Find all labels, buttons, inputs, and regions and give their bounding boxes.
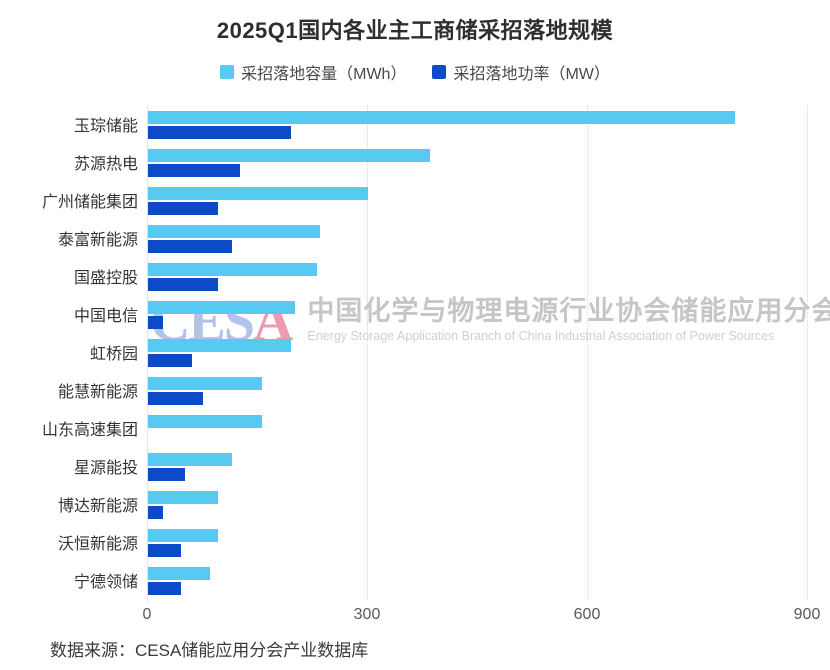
x-tick-label-900: 900 [793,606,821,623]
power-swatch-icon [432,65,447,79]
capacity-swatch-icon [220,65,235,79]
category-label: 泰富新能源 [57,232,138,249]
category-label: 沃恒新能源 [57,536,138,553]
watermark-cn-text: 中国化学与物理电源行业协会储能应用分会 [307,296,830,326]
category-label: 宁德领储 [73,574,138,591]
power-bar [148,278,218,291]
power-bar [148,582,181,595]
chart-title: 2025Q1国内各业主工商储采招落地规模 [216,18,614,43]
power-bar [148,506,163,519]
category-label: 星源能投 [73,460,138,477]
category-label: 中国电信 [73,308,138,325]
x-tick-label-0: 0 [142,606,152,623]
power-bar [148,468,185,481]
x-gridline-600 [587,105,588,599]
power-bar [148,354,192,367]
category-label: 国盛控股 [73,270,138,287]
power-bar [148,202,218,215]
capacity-bar [148,339,291,352]
watermark-en-text: Energy Storage Application Branch of Chi… [307,329,775,343]
capacity-bar [148,225,321,238]
watermark-text-block: 中国化学与物理电源行业协会储能应用分会 Energy Storage Appli… [307,290,830,343]
power-bar [148,126,291,139]
legend-item-power: 采招落地功率（MW） [432,60,610,84]
power-bar [148,316,163,329]
x-tick-label-600: 600 [573,606,601,623]
category-label: 虹桥园 [89,346,138,363]
legend-item-capacity: 采招落地容量（MWh） [220,60,406,84]
capacity-bar [148,377,262,390]
power-bar [148,164,240,177]
capacity-bar [148,415,262,428]
capacity-bar [148,301,295,314]
source-note: 数据来源：CESA储能应用分会产业数据库 [50,641,369,660]
power-bar [148,240,233,253]
capacity-bar [148,567,211,580]
capacity-bar [148,187,368,200]
power-bar [148,544,181,557]
legend-label-capacity: 采招落地容量（MWh） [241,66,407,83]
category-label: 山东高速集团 [41,422,138,439]
y-axis-line [147,105,148,603]
category-label: 博达新能源 [57,498,138,515]
category-label: 苏源热电 [73,156,138,173]
legend: 采招落地容量（MWh） 采招落地功率（MW） [0,60,830,84]
capacity-bar [148,453,233,466]
power-bar [148,392,203,405]
x-gridline-300 [367,105,368,599]
category-label: 广州储能集团 [41,194,138,211]
capacity-bar [148,111,735,124]
category-label: 玉琮储能 [73,118,138,135]
capacity-bar [148,149,431,162]
x-tick-label-300: 300 [353,606,381,623]
x-gridline-900 [807,105,808,599]
legend-label-power: 采招落地功率（MW） [453,66,610,83]
category-label: 能慧新能源 [57,384,138,401]
capacity-bar [148,263,317,276]
capacity-bar [148,491,218,504]
capacity-bar [148,529,218,542]
